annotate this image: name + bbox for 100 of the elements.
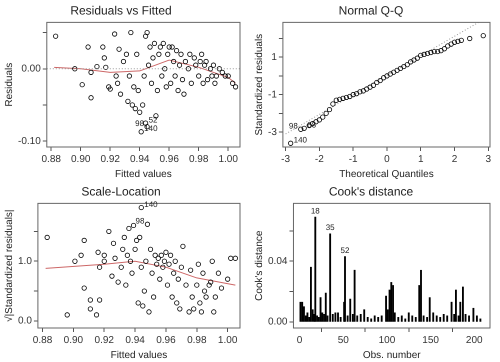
point (316, 117, 322, 122)
point (408, 59, 414, 64)
point (364, 86, 370, 92)
annotation: 140 (294, 135, 308, 144)
point (350, 92, 356, 98)
point (337, 96, 342, 102)
y-axis-title: √|Standardized residuals| (4, 209, 15, 322)
point (418, 52, 424, 58)
point (374, 80, 380, 86)
point (370, 82, 376, 88)
chart-title: Residuals vs Fitted (70, 4, 172, 18)
point (452, 40, 458, 45)
point (330, 101, 336, 107)
point (340, 96, 346, 101)
point (320, 114, 326, 120)
point (404, 62, 410, 68)
annotation: 140 (144, 124, 158, 133)
x-tick-label: 0.98 (187, 334, 207, 346)
x-tick-label: 0.98 (188, 154, 209, 165)
x-axis-title: Theoretical Quantiles (339, 168, 434, 180)
point (391, 70, 396, 75)
x-tick-label: 0.88 (41, 154, 62, 165)
point (448, 42, 454, 47)
point (298, 126, 304, 132)
point (398, 66, 404, 72)
x-tick-label: 0.88 (32, 334, 53, 346)
annotation: 52 (148, 115, 158, 124)
y-tick-label: -1 (268, 89, 278, 100)
x-tick-label: -2 (314, 154, 324, 165)
point (378, 78, 383, 84)
x-tick-label: 0.94 (125, 334, 146, 346)
point (428, 50, 434, 56)
x-tick-label: 0.94 (130, 154, 150, 165)
x-tick-label: 1 (418, 154, 424, 165)
x-tick-label: -1 (348, 154, 358, 165)
annotation: 18 (310, 206, 320, 216)
x-tick-label: 0.96 (156, 334, 176, 346)
annotation: 98 (136, 216, 145, 226)
y-tick-label: 0.00 (268, 316, 288, 328)
annotation: 52 (340, 246, 350, 255)
y-axis-title: Standardized residuals (254, 34, 265, 136)
point (455, 38, 461, 44)
x-tick-label: 0.92 (100, 154, 120, 165)
point (302, 126, 307, 131)
chart-title: Cook's distance (328, 184, 414, 199)
point (394, 68, 400, 73)
x-tick-label: 0 (296, 334, 303, 346)
annotation: 98 (288, 121, 298, 130)
x-tick-label: 1.00 (218, 334, 238, 346)
y-axis-title: Residuals (4, 62, 15, 107)
x-tick-label: 150 (422, 334, 440, 346)
point (388, 71, 393, 77)
x-tick-label: 0.92 (94, 334, 114, 346)
y-tick-label: 0.00 (21, 64, 42, 75)
x-axis-title: Fitted values (110, 350, 168, 361)
y-tick-label: -0.10 (18, 136, 42, 147)
point (435, 48, 440, 54)
point (357, 89, 363, 94)
point (326, 106, 332, 112)
point (458, 38, 464, 43)
x-tick-label: 100 (378, 334, 396, 346)
point (445, 43, 450, 49)
x-tick-label: 3 (486, 154, 492, 165)
point (288, 140, 294, 146)
point (347, 94, 352, 100)
x-tick-label: 50 (338, 334, 350, 346)
x-tick-label: 0.96 (159, 154, 180, 165)
point (467, 36, 472, 42)
point (324, 110, 329, 116)
point (334, 98, 339, 103)
chart-title: Scale-Location (81, 184, 161, 199)
x-tick-label: 0.90 (70, 154, 91, 165)
point (411, 57, 417, 63)
x-axis-title: Fitted values (115, 168, 172, 180)
point (414, 56, 420, 61)
point (401, 64, 406, 70)
point (380, 75, 386, 80)
x-tick-label: 0 (384, 154, 390, 165)
x-tick-label: 200 (466, 334, 484, 346)
point (442, 46, 447, 52)
point (480, 33, 486, 38)
y-axis-title: Cook's distance (254, 230, 265, 301)
annotation: 35 (326, 222, 336, 232)
x-tick-label: 2 (452, 154, 458, 165)
point (344, 94, 350, 100)
point (384, 73, 390, 79)
y-tick-label: 1 (271, 52, 278, 63)
point (438, 48, 444, 54)
y-tick-label: -3 (268, 126, 278, 138)
point (432, 48, 437, 54)
point (354, 91, 360, 96)
y-tick-label: 0.0 (18, 316, 32, 327)
annotation: 98 (135, 118, 145, 128)
point (360, 88, 366, 94)
y-tick-label: 0.04 (268, 256, 288, 267)
point (367, 84, 373, 90)
point (424, 50, 430, 56)
point (422, 52, 427, 57)
y-tick-label: 1.0 (18, 256, 32, 267)
x-tick-label: 1.00 (218, 154, 238, 165)
